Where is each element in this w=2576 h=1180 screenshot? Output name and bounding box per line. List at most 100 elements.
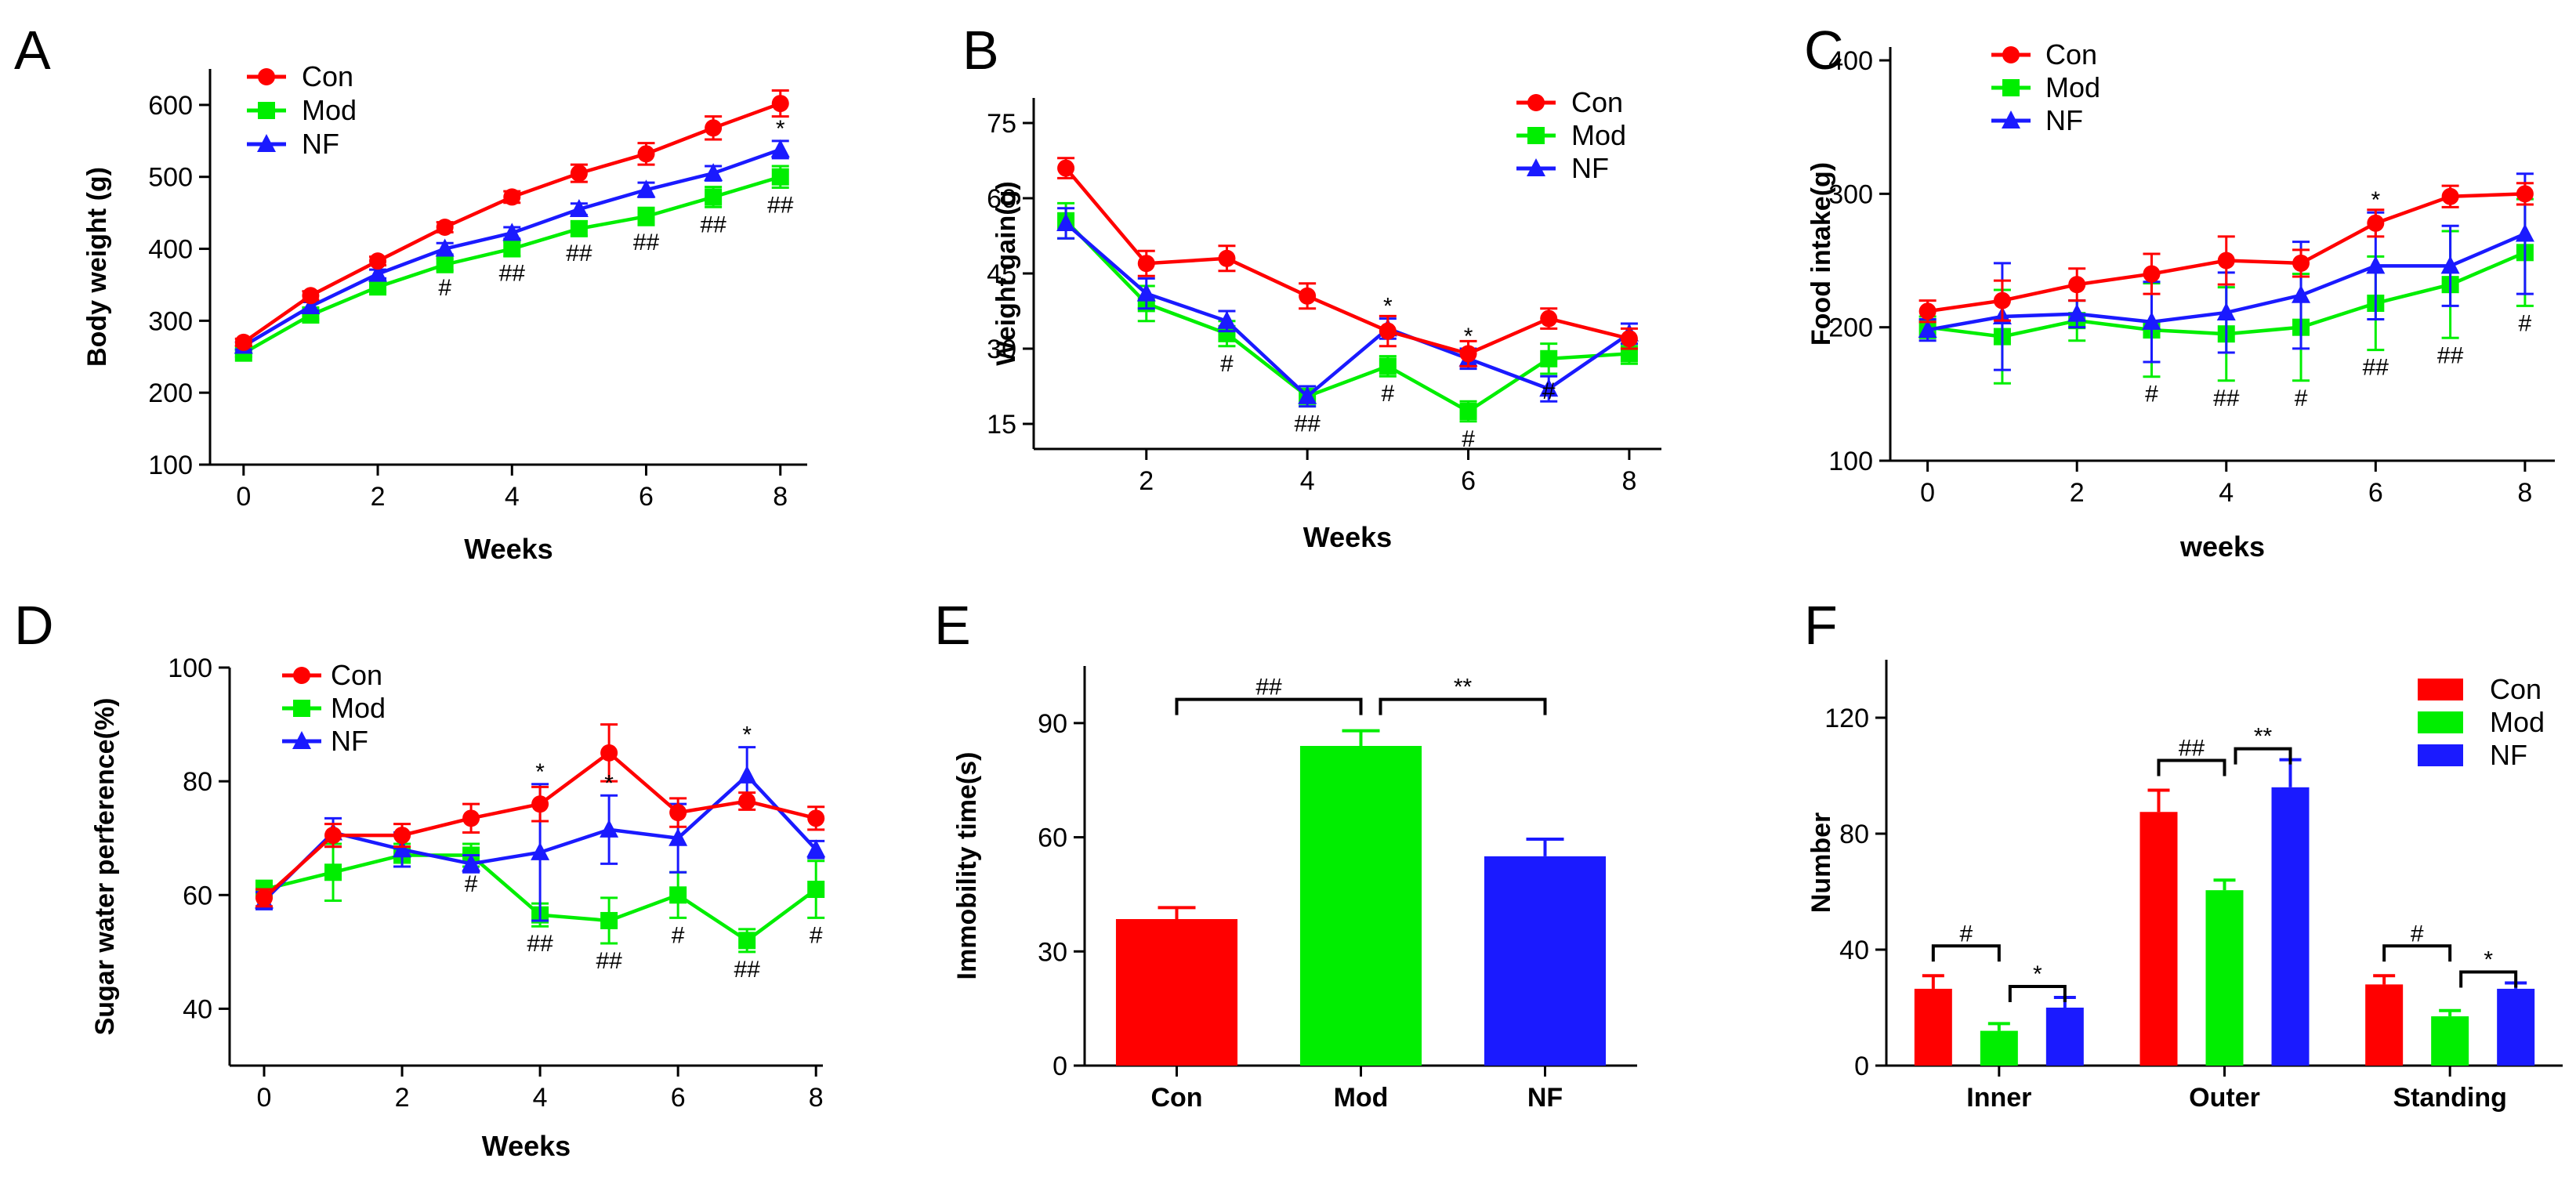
panel-a-point-con <box>771 95 789 113</box>
panel-a-annotation: ## <box>499 261 526 287</box>
panel-a-point-mod <box>436 255 454 273</box>
panel-b-annotation: # <box>1220 351 1234 377</box>
panel-f-y-tick-label: 0 <box>1854 1052 1869 1081</box>
panel-b-point-con <box>1137 255 1155 273</box>
panel-f-bracket-label: ** <box>2254 724 2273 750</box>
panel-a-point-con <box>436 219 454 236</box>
panel-e-x-tick-label: Mod <box>1334 1083 1389 1113</box>
panel-c-y-tick-label: 200 <box>1828 313 1873 343</box>
panel-c-annotation: ## <box>2213 385 2240 411</box>
panel-f-bar-con <box>2365 984 2404 1066</box>
panel-c-annotation: ## <box>2363 355 2389 381</box>
panel-c-point-con <box>1993 291 2011 309</box>
panel-e-y-tick-label: 0 <box>1053 1052 1067 1081</box>
panel-b-point-nf <box>1539 378 1559 397</box>
panel-d-point-nf <box>668 827 688 846</box>
panel-a-point-mod <box>637 208 655 226</box>
panel-a-point-con <box>302 287 320 305</box>
panel-a-y-tick-label: 200 <box>148 378 193 408</box>
panel-d-point-nf <box>806 839 826 858</box>
panel-f-bar-nf <box>2497 988 2535 1066</box>
panel-d-x-tick-label: 4 <box>533 1083 548 1113</box>
panel-c-point-con <box>2367 214 2385 232</box>
panel-a-legend-label-nf: NF <box>302 128 339 160</box>
panel-b-y-label: Weight gain(g) <box>991 181 1021 365</box>
panel-b-annotation: ## <box>1294 411 1321 437</box>
panel-label-F: F <box>1804 595 1838 656</box>
panel-f-bar-mod <box>2431 1016 2469 1066</box>
panel-c-point-con <box>2292 254 2310 272</box>
panel-d-annotation: # <box>465 871 478 897</box>
panel-d-point-mod <box>669 886 687 904</box>
panel-c-annotation: * <box>2371 187 2380 213</box>
panel-b-y-tick-label: 75 <box>987 109 1016 139</box>
panel-c-point-con <box>2068 276 2086 294</box>
panel-c-y-tick-label: 400 <box>1828 46 1873 76</box>
panel-a-y-label: Body weight (g) <box>82 167 112 367</box>
panel-b-point-con <box>1218 249 1236 267</box>
panel-b-annotation: * <box>1383 294 1393 320</box>
panel-b-y-tick-label: 45 <box>987 259 1016 289</box>
panel-label-C: C <box>1804 20 1844 81</box>
panel-f: F 0 40 80 120 Number Inner # * Outer ## ** Standing #… <box>1804 595 2563 1113</box>
panel-c-legend-label-mod: Mod <box>2045 71 2100 103</box>
panel-c-point-con <box>2516 185 2534 203</box>
panel-f-bar-mod <box>1980 1030 2018 1066</box>
panel-label-A: A <box>14 20 51 81</box>
panel-a-point-con <box>503 188 521 206</box>
panel-label-B: B <box>962 20 999 81</box>
panel-d-point-con <box>807 809 825 827</box>
panel-c-point-nf <box>2216 302 2236 320</box>
panel-d-point-mod <box>807 881 825 899</box>
panel-c-point-nf <box>2515 223 2534 242</box>
panel-c-annotation: # <box>2295 385 2308 411</box>
panel-e-bar-mod <box>1299 746 1422 1066</box>
panel-d-y-tick-label: 60 <box>183 881 212 910</box>
panel-label-E: E <box>934 595 971 656</box>
panel-b-x-tick-label: 2 <box>1139 466 1154 496</box>
panel-e-bar-nf <box>1484 856 1607 1066</box>
panel-b-y-tick-label: 60 <box>987 184 1016 214</box>
panel-c-y-label: Food intake(g) <box>1806 162 1836 346</box>
panel-f-bracket <box>2382 944 2452 962</box>
panel-d-legend-label-mod: Mod <box>331 692 386 724</box>
panel-d-point-nf <box>462 853 481 872</box>
panel-d-point-nf <box>600 819 619 838</box>
panel-d-legend-marker-nf <box>292 731 311 749</box>
panel-d-point-con <box>462 809 480 827</box>
panel-d-point-con <box>669 804 687 822</box>
panel-c-x-tick-label: 6 <box>2368 478 2383 508</box>
panel-d-annotation: # <box>672 922 685 948</box>
panel-c-point-nf <box>2366 255 2386 274</box>
panel-d-point-nf <box>531 842 550 860</box>
panel-d-x-tick-label: 0 <box>257 1083 272 1113</box>
panel-b-x-label: Weeks <box>1303 521 1392 553</box>
panel-c-point-nf <box>2067 303 2087 322</box>
panel-f-y-tick-label: 80 <box>1839 820 1869 849</box>
panel-d-legend-marker-con <box>293 667 310 684</box>
panel-c-legend-label-nf: NF <box>2045 104 2083 136</box>
panel-b-point-mod <box>1459 403 1477 420</box>
panel-c-x-tick-label: 0 <box>1920 478 1935 508</box>
panel-d: D 40 60 80 100 0 2 4 6 8 Sugar water perference(%)… <box>14 595 826 1162</box>
panel-d-point-con <box>531 795 549 813</box>
panel-a-annotation: ## <box>633 230 660 255</box>
panel-b-point-mod <box>1379 357 1397 375</box>
panel-b-y-tick-label: 30 <box>987 335 1016 364</box>
panel-e-bracket <box>1175 697 1363 715</box>
panel-b-point-nf <box>1298 385 1317 404</box>
panel-f-bar-mod <box>2205 890 2244 1066</box>
panel-a-legend-label-mod: Mod <box>302 94 357 126</box>
panel-c-point-con <box>2143 265 2161 283</box>
panel-c-annotation: # <box>2145 382 2158 407</box>
panel-c-x-label: weeks <box>2179 530 2265 563</box>
panel-b-point-mod <box>1218 324 1236 342</box>
panel-e-y-tick-label: 90 <box>1038 709 1067 739</box>
panel-a-x-tick-label: 2 <box>371 482 386 512</box>
panel-c-y-tick-label: 300 <box>1828 179 1873 209</box>
panel-a-x-tick-label: 4 <box>505 482 520 512</box>
panel-f-bracket <box>2008 985 2067 1003</box>
panel-e: E 0 30 60 90 Immobility time(s) Con Mod NF ## ** <box>934 595 1637 1113</box>
panel-f-bar-con <box>1914 988 1952 1066</box>
